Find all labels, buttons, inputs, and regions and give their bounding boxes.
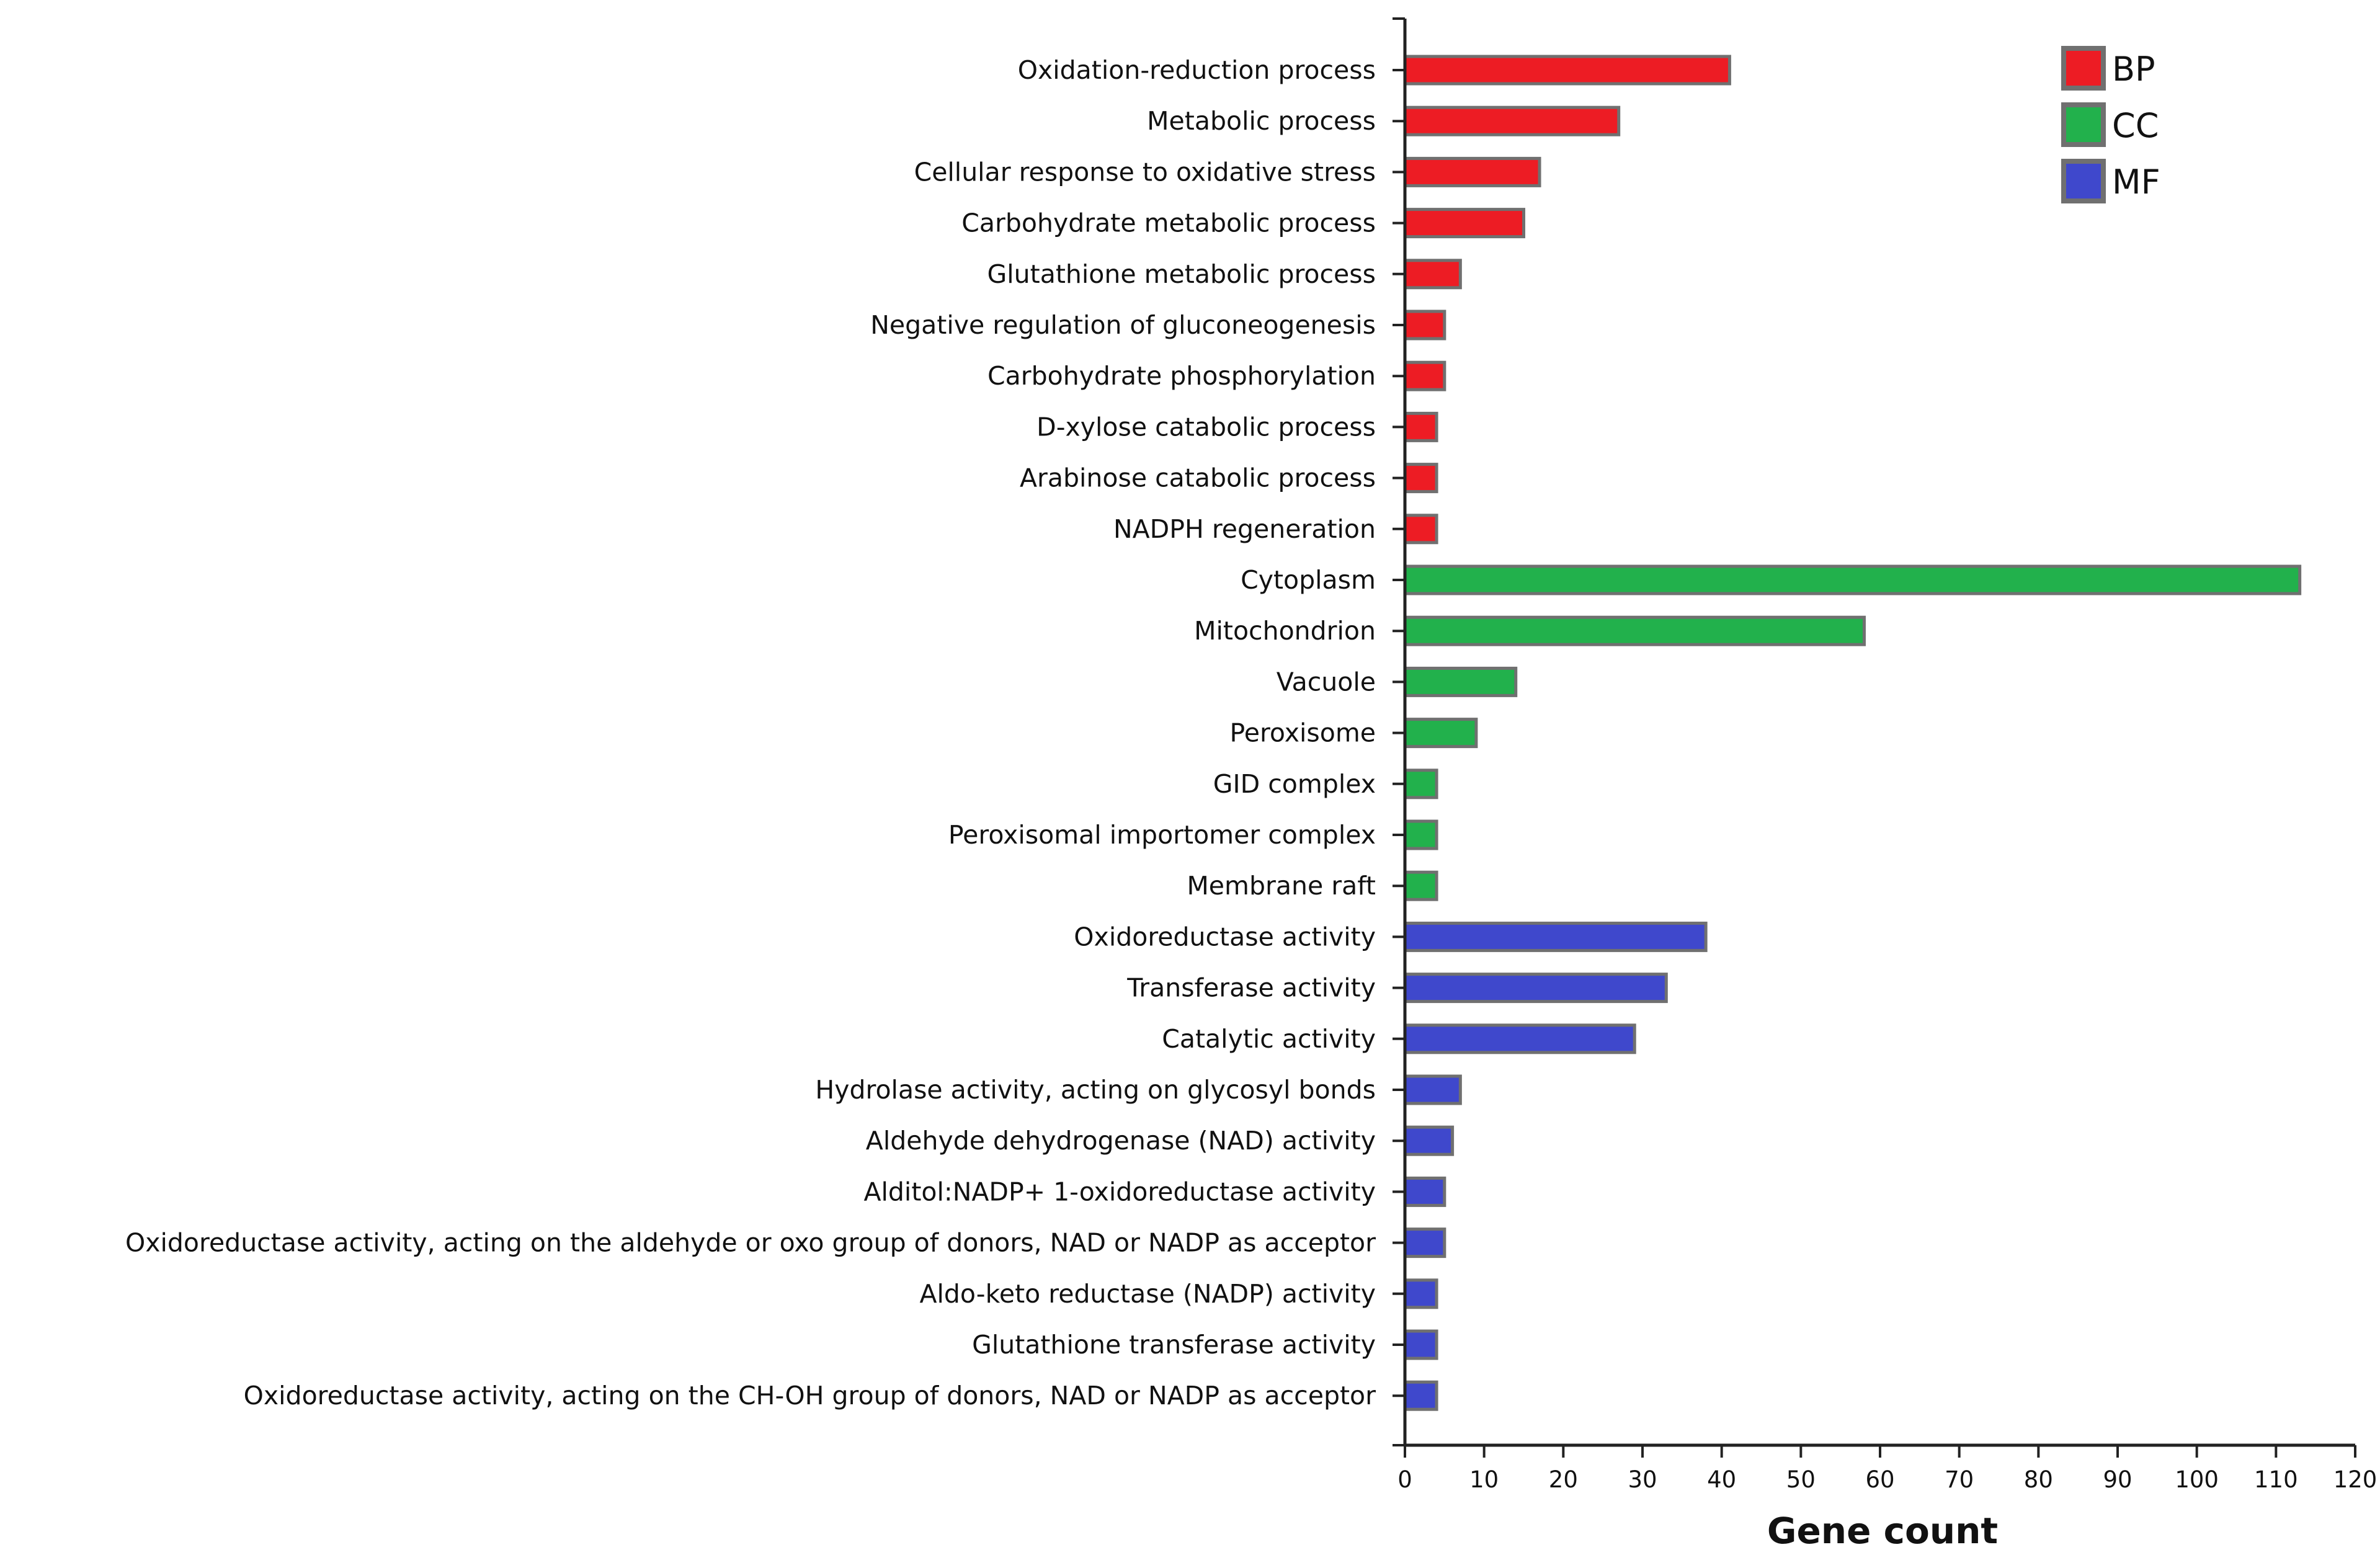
bar-gid-complex xyxy=(1403,769,1438,800)
category-label: Catalytic activity xyxy=(1162,1024,1376,1054)
x-tick-label: 30 xyxy=(1628,1466,1657,1493)
x-tick-label: 70 xyxy=(1945,1466,1974,1493)
category-label: Oxidoreductase activity, acting on the a… xyxy=(125,1228,1376,1258)
bar-hydrolase-activity-acting-on-glycosyl-bonds xyxy=(1403,1074,1462,1105)
x-tick-label: 10 xyxy=(1469,1466,1499,1493)
bar-aldehyde-dehydrogenase-nad-activity xyxy=(1403,1125,1455,1156)
x-tick-label: 0 xyxy=(1397,1466,1412,1493)
bar-d-xylose-catabolic-process xyxy=(1403,411,1438,442)
legend: BP CC MF xyxy=(2061,46,2160,203)
bar-arabinose-catabolic-process xyxy=(1403,463,1438,494)
category-label: Glutathione transferase activity xyxy=(972,1330,1376,1360)
bar-catalytic-activity xyxy=(1403,1023,1636,1054)
legend-label-cc: CC xyxy=(2112,106,2159,145)
bar-negative-regulation-of-gluconeogenesis xyxy=(1403,310,1446,341)
category-label: Cellular response to oxidative stress xyxy=(914,157,1376,187)
x-tick-label: 80 xyxy=(2024,1466,2053,1493)
category-label: Aldehyde dehydrogenase (NAD) activity xyxy=(866,1126,1376,1156)
category-label: Transferase activity xyxy=(1126,973,1376,1003)
legend-label-mf: MF xyxy=(2112,163,2160,202)
bar-aldo-keto-reductase-nadp-activity xyxy=(1403,1278,1438,1309)
category-label: Oxidoreductase activity xyxy=(1074,922,1376,951)
category-label: Vacuole xyxy=(1277,667,1376,697)
bar-nadph-regeneration xyxy=(1403,514,1438,545)
category-label: Glutathione metabolic process xyxy=(987,259,1376,289)
x-tick-label: 20 xyxy=(1549,1466,1578,1493)
category-label: Arabinose catabolic process xyxy=(1020,463,1376,493)
category-label: Metabolic process xyxy=(1147,106,1376,136)
category-label: NADPH regeneration xyxy=(1113,514,1376,544)
category-label: Negative regulation of gluconeogenesis xyxy=(870,310,1376,340)
legend-swatch-cc xyxy=(2061,102,2106,147)
x-axis-title: Gene count xyxy=(1767,1510,1998,1552)
bar-metabolic-process xyxy=(1403,105,1621,136)
x-tick-label: 100 xyxy=(2175,1466,2219,1493)
bar-oxidoreductase-activity xyxy=(1403,921,1708,952)
x-tick-label: 40 xyxy=(1707,1466,1736,1493)
bar-oxidoreductase-activity-acting-on-the-aldehyde-or-oxo-group-of-donors-nad-or-nadp-as-acceptor xyxy=(1403,1228,1446,1259)
axes: 0 10 20 30 40 50 60 70 80 90 100 110 120 xyxy=(1393,17,2378,1493)
bars-layer xyxy=(1403,55,2302,1411)
bar-peroxisome xyxy=(1403,718,1478,749)
bar-cellular-response-to-oxidative-stress xyxy=(1403,156,1541,187)
bar-cytoplasm xyxy=(1403,564,2302,595)
x-tick-label: 90 xyxy=(2103,1466,2132,1493)
bar-carbohydrate-phosphorylation xyxy=(1403,360,1446,391)
category-label: Hydrolase activity, acting on glycosyl b… xyxy=(815,1075,1376,1105)
category-label: Alditol:NADP+ 1-oxidoreductase activity xyxy=(863,1177,1376,1206)
bar-mitochondrion xyxy=(1403,615,1866,646)
x-tick-label: 60 xyxy=(1865,1466,1894,1493)
bar-membrane-raft xyxy=(1403,870,1438,901)
category-labels: Oxidation-reduction process Metabolic pro… xyxy=(125,55,1376,1410)
bar-glutathione-metabolic-process xyxy=(1403,259,1462,290)
category-label: Aldo-keto reductase (NADP) activity xyxy=(919,1279,1376,1309)
category-label: Oxidation-reduction process xyxy=(1018,55,1376,85)
category-label: Membrane raft xyxy=(1187,871,1376,901)
category-label: GID complex xyxy=(1213,769,1376,799)
bar-peroxisomal-importomer-complex xyxy=(1403,819,1438,850)
bar-alditol-nadp-1-oxidoreductase-activity xyxy=(1403,1176,1446,1207)
legend-label-bp: BP xyxy=(2112,50,2155,89)
x-tick-label: 120 xyxy=(2333,1466,2378,1493)
bar-transferase-activity xyxy=(1403,973,1668,1004)
bar-glutathione-transferase-activity xyxy=(1403,1329,1438,1360)
x-tick-label: 50 xyxy=(1786,1466,1816,1493)
bar-carbohydrate-metabolic-process xyxy=(1403,208,1525,239)
legend-swatch-mf xyxy=(2061,159,2106,203)
bar-oxidation-reduction-process xyxy=(1403,55,1731,86)
category-label: Peroxisome xyxy=(1229,718,1376,748)
x-tick-label: 110 xyxy=(2254,1466,2298,1493)
category-label: Mitochondrion xyxy=(1194,616,1376,646)
category-label: D-xylose catabolic process xyxy=(1036,412,1376,442)
category-label: Cytoplasm xyxy=(1241,565,1376,595)
legend-swatch-bp xyxy=(2061,46,2106,91)
category-label: Carbohydrate metabolic process xyxy=(961,208,1376,238)
bar-vacuole xyxy=(1403,666,1518,697)
bar-oxidoreductase-activity-acting-on-the-ch-oh-group-of-donors-nad-or-nadp-as-acceptor xyxy=(1403,1380,1438,1411)
category-label: Oxidoreductase activity, acting on the C… xyxy=(244,1381,1376,1410)
category-label: Carbohydrate phosphorylation xyxy=(987,361,1376,391)
category-label: Peroxisomal importomer complex xyxy=(948,820,1376,850)
